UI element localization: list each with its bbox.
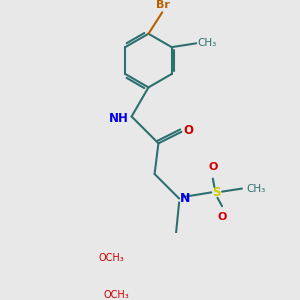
Text: O: O <box>184 124 194 137</box>
Text: OCH₃: OCH₃ <box>103 290 129 300</box>
Text: O: O <box>218 212 227 222</box>
Text: CH₃: CH₃ <box>247 184 266 194</box>
Text: Br: Br <box>156 0 170 10</box>
Text: S: S <box>212 186 220 199</box>
Text: N: N <box>180 192 190 205</box>
Text: OCH₃: OCH₃ <box>99 253 124 263</box>
Text: CH₃: CH₃ <box>198 38 217 48</box>
Text: O: O <box>208 163 218 172</box>
Text: NH: NH <box>109 112 128 124</box>
